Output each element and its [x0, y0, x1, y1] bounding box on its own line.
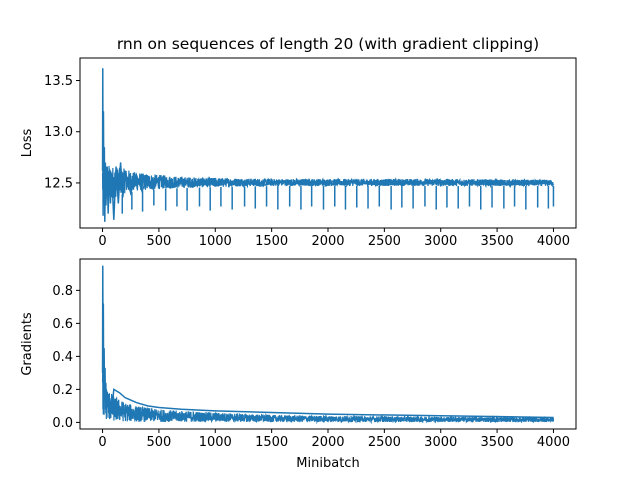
x-tick-label: 1000	[199, 234, 232, 249]
x-tick-label: 3500	[481, 435, 514, 450]
series-noise-trace	[101, 368, 555, 425]
y-tick-label: 13.0	[44, 125, 73, 140]
loss-subplot: 0 500 1000 1500 2000 2500 3000 3500 4000 12.5 13.0…	[20, 57, 577, 249]
x-tick-label: 500	[146, 234, 171, 249]
series-line	[101, 265, 554, 419]
y-tick-label: 0.2	[52, 383, 73, 398]
x-tick-label: 1500	[255, 435, 288, 450]
x-tick-label: 3000	[424, 234, 457, 249]
x-tick-label: 4000	[537, 435, 570, 450]
y-tick-label: 13.5	[44, 74, 73, 89]
x-tick-label: 0	[98, 234, 106, 249]
x-tick-label: 3000	[424, 435, 457, 450]
x-tick-label: 500	[146, 435, 171, 450]
y-tick-label: 12.5	[44, 176, 73, 191]
x-tick-label: 0	[98, 435, 106, 450]
x-tick-label: 2000	[311, 234, 344, 249]
y-tick-label: 0.8	[52, 284, 73, 299]
x-tick-label: 4000	[537, 234, 570, 249]
x-tick-label: 2500	[368, 234, 401, 249]
x-tick-label: 3500	[481, 234, 514, 249]
x-tick-label: 2500	[368, 435, 401, 450]
y-axis-label: Loss	[20, 129, 35, 158]
y-axis-label: Gradients	[20, 312, 35, 376]
series-line	[101, 68, 554, 222]
x-tick-label: 1500	[255, 234, 288, 249]
x-axis-label: Minibatch	[296, 456, 359, 471]
x-tick-label: 1000	[199, 435, 232, 450]
x-tick-label: 2000	[311, 435, 344, 450]
y-tick-label: 0.4	[52, 350, 73, 365]
chart-title: rnn on sequences of length 20 (with grad…	[117, 35, 539, 53]
y-tick-label: 0.6	[52, 317, 73, 332]
gradients-subplot: 0 500 1000 1500 2000 2500 3000 3500 4000 0.0 0.2 0.…	[20, 258, 577, 471]
y-tick-label: 0.0	[52, 416, 73, 431]
